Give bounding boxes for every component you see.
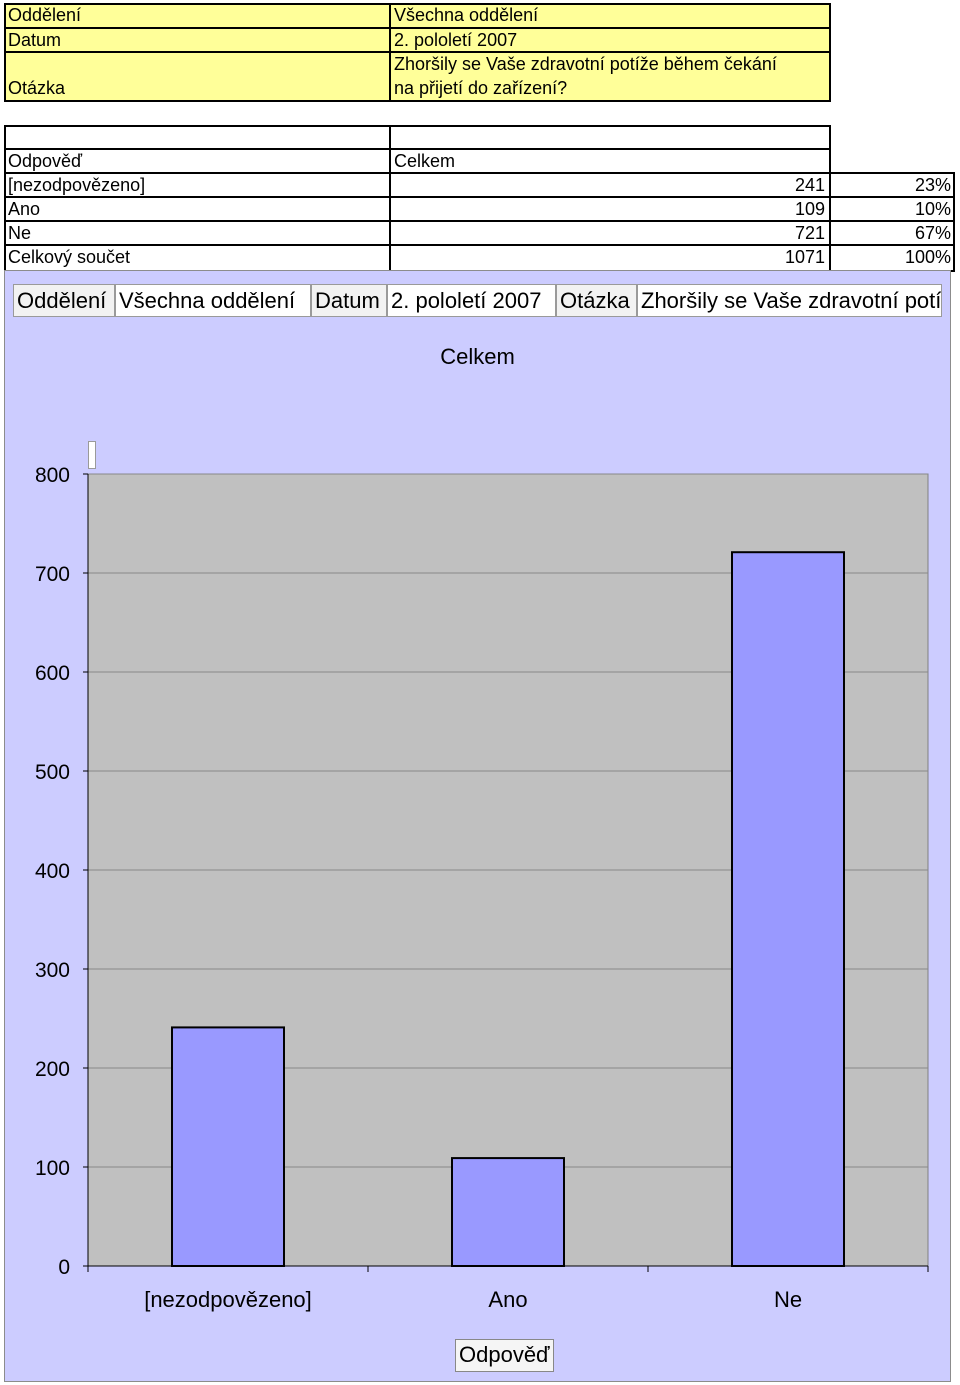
y-tick-label: 500 [35,761,70,784]
y-tick-label: 600 [35,662,70,685]
row-percent-yes: 10% [914,199,951,219]
y-tick-label: 700 [35,563,70,586]
row-percent-total: 100% [904,247,951,267]
row-count-unanswered: 241 [794,175,825,195]
y-tick-label: 0 [58,1256,70,1279]
row-count-yes: 109 [794,199,825,219]
page-field-department-button[interactable]: Oddělení [13,284,115,317]
chart-title: Celkem [440,344,515,369]
row-label-yes: Ano [8,199,41,219]
y-tick-label: 100 [35,1157,70,1180]
y-tick-label: 300 [35,959,70,982]
header-value-question-line1: Zhoršily se Vaše zdravotní potíže během … [394,54,777,74]
header-label-date: Datum [8,30,62,50]
x-category-label: Ano [488,1287,527,1312]
row-count-total: 1071 [784,247,825,267]
col-header-total: Celkem [394,151,456,171]
y-tick-label: 400 [35,860,70,883]
header-label-department: Oddělení [8,5,82,25]
header-value-date: 2. pololetí 2007 [394,30,518,50]
row-label-unanswered: [nezodpovězeno] [8,175,146,195]
header-value-question-line2: na přijetí do zařízení? [394,78,568,98]
bar-0 [171,1026,285,1268]
bar-1 [451,1157,565,1267]
row-label-no: Ne [8,223,32,243]
page-field-question-value[interactable]: Zhoršily se Vaše zdravotní potíže během … [637,284,942,317]
y-tick-label: 200 [35,1058,70,1081]
row-percent-no: 67% [914,223,951,243]
page-field-question-button[interactable]: Otázka [556,284,637,317]
row-label-total: Celkový součet [8,247,131,267]
y-tick-label: 800 [35,464,70,487]
x-category-label: [nezodpovězeno] [144,1287,312,1312]
row-percent-unanswered: 23% [914,175,951,195]
x-category-label: Ne [774,1287,802,1312]
legend-stub [88,441,96,469]
col-header-answer: Odpověď [8,151,83,171]
row-count-no: 721 [794,223,825,243]
x-axis-field-button[interactable]: Odpověď [455,1339,554,1372]
header-value-department: Všechna oddělení [394,5,539,25]
header-label-question: Otázka [8,78,66,98]
bar-2 [731,551,845,1267]
page-field-date-button[interactable]: Datum [311,284,387,317]
page-field-date-value[interactable]: 2. pololetí 2007 [387,284,556,317]
page-field-department-value[interactable]: Všechna oddělení [115,284,311,317]
